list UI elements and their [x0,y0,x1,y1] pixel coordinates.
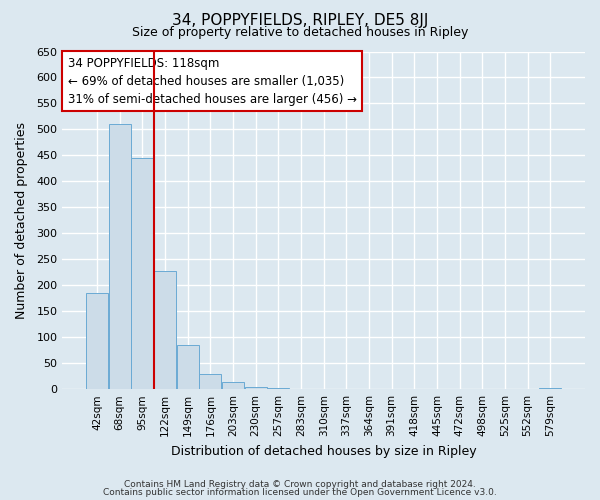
Text: Size of property relative to detached houses in Ripley: Size of property relative to detached ho… [132,26,468,39]
Bar [358,388,380,389]
Bar [86,293,108,389]
Bar [426,388,448,389]
Text: Contains public sector information licensed under the Open Government Licence v3: Contains public sector information licen… [103,488,497,497]
Bar [245,386,266,389]
Bar [199,374,221,389]
Text: 34, POPPYFIELDS, RIPLEY, DE5 8JJ: 34, POPPYFIELDS, RIPLEY, DE5 8JJ [172,12,428,28]
X-axis label: Distribution of detached houses by size in Ripley: Distribution of detached houses by size … [171,444,476,458]
Bar [290,388,312,389]
Bar [222,382,244,389]
Bar [109,124,131,389]
Bar [154,270,176,389]
Bar [268,388,289,389]
Y-axis label: Number of detached properties: Number of detached properties [15,122,28,319]
Text: Contains HM Land Registry data © Crown copyright and database right 2024.: Contains HM Land Registry data © Crown c… [124,480,476,489]
Bar [131,158,154,389]
Text: 34 POPPYFIELDS: 118sqm
← 69% of detached houses are smaller (1,035)
31% of semi-: 34 POPPYFIELDS: 118sqm ← 69% of detached… [68,56,356,106]
Bar [177,345,199,389]
Bar [539,388,561,389]
